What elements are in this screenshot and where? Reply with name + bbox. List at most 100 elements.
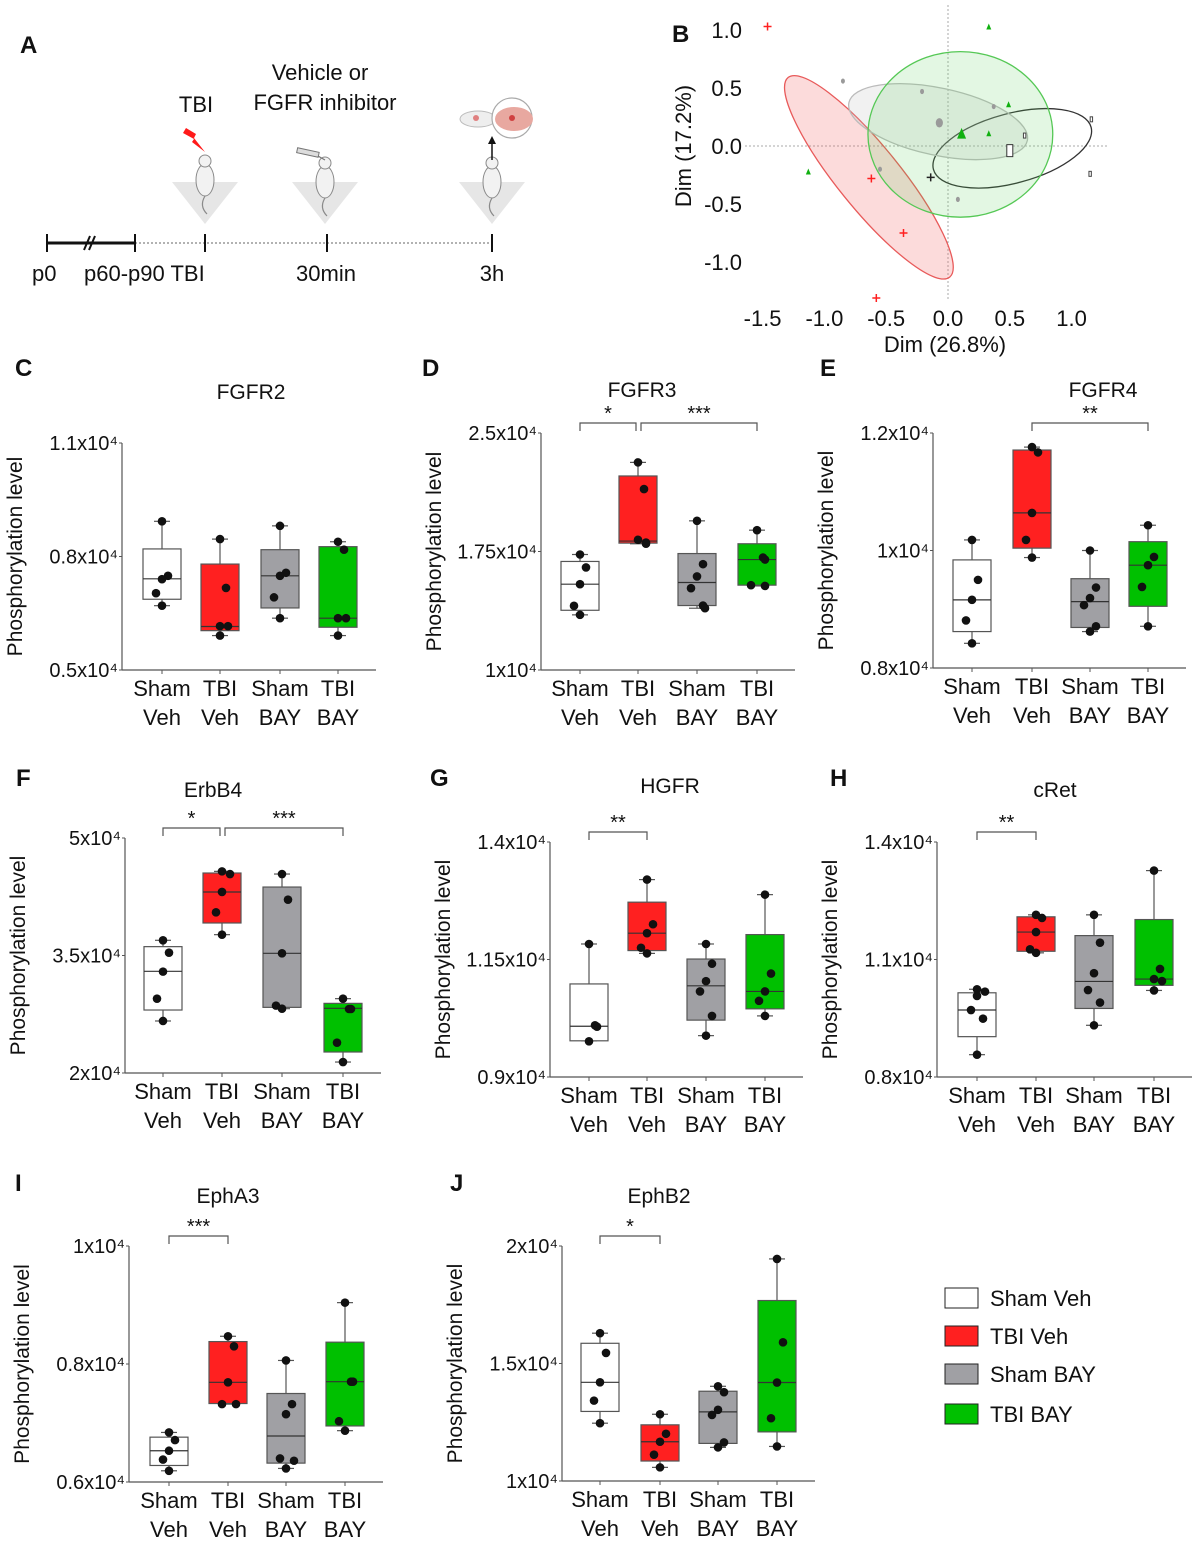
data-point	[217, 930, 227, 939]
significance-label: **	[610, 812, 626, 834]
category-label: BAY	[322, 1108, 365, 1133]
data-point	[719, 1387, 729, 1397]
category-label: TBI	[621, 676, 655, 701]
y-tick-label: 1.4x10⁴	[864, 832, 933, 854]
data-point	[1089, 968, 1099, 978]
data-point	[348, 1377, 358, 1386]
category-label: BAY	[744, 1112, 787, 1137]
category-label: Veh	[203, 1108, 241, 1133]
pca-point	[986, 23, 992, 30]
mouse-icon	[195, 154, 215, 215]
pca-point	[763, 22, 772, 31]
brain-icon	[459, 97, 533, 139]
data-point	[1095, 998, 1105, 1007]
data-point	[1085, 593, 1095, 603]
box-sham-bay	[266, 1392, 306, 1464]
data-point	[157, 601, 167, 610]
y-axis-label: Phosphorylation level	[4, 457, 27, 657]
significance-bracket	[588, 831, 648, 840]
data-point	[217, 887, 227, 897]
y-tick-label: 3.5x10⁴	[52, 946, 121, 968]
data-point	[1143, 560, 1153, 570]
data-point	[701, 939, 711, 949]
data-point	[760, 555, 770, 564]
event-treatment-label-line2: FGFR inhibitor	[253, 90, 396, 115]
category-label: BAY	[756, 1516, 799, 1541]
chart-title: cRet	[1033, 779, 1076, 802]
legend-swatch-tbi-bay	[944, 1403, 979, 1425]
significance-label: ***	[687, 403, 711, 425]
y-tick-label: 0.8x10⁴	[49, 547, 118, 569]
category-label: TBI	[211, 1488, 245, 1513]
panel-letter: E	[820, 355, 836, 382]
data-point	[752, 525, 762, 535]
pca-point	[1006, 101, 1012, 108]
data-point	[1085, 546, 1095, 555]
chart-title: FGFR3	[608, 379, 677, 402]
data-point	[701, 976, 711, 986]
data-point	[231, 1399, 241, 1409]
significance-bracket	[599, 1235, 661, 1244]
pca-point	[867, 174, 876, 183]
y-axis-label: Phosphorylation level	[819, 860, 842, 1060]
category-label: BAY	[317, 705, 360, 730]
data-point	[1021, 535, 1031, 545]
x-tick-label: 0.5	[995, 306, 1026, 331]
category-label: BAY	[324, 1517, 367, 1542]
data-point	[1027, 553, 1037, 562]
y-axis-label: Phosphorylation level	[432, 860, 455, 1060]
box-tbi-bay	[1134, 918, 1174, 986]
data-point	[692, 572, 702, 581]
data-point	[766, 1413, 776, 1423]
panel-letter: C	[15, 355, 32, 382]
data-point	[164, 1466, 174, 1476]
data-point	[1155, 964, 1165, 974]
data-point	[707, 959, 717, 969]
chart-title: HGFR	[640, 775, 700, 798]
category-label: Sham	[133, 676, 190, 701]
y-tick-label: 1.75x10⁴	[457, 542, 537, 564]
significance-bracket	[224, 827, 344, 836]
significance-label: *	[626, 1216, 634, 1238]
category-label: Sham	[677, 1083, 734, 1108]
x-tick-label: -0.5	[867, 306, 905, 331]
data-point	[648, 919, 658, 929]
data-point	[772, 1442, 782, 1451]
pca-point	[1089, 116, 1094, 123]
data-point	[655, 1437, 665, 1447]
category-label: Sham	[1065, 1083, 1122, 1108]
legend-label-tbi-veh: TBI Veh	[990, 1324, 1068, 1349]
category-label: BAY	[1073, 1112, 1116, 1137]
pca-point	[955, 196, 960, 202]
pca-marker	[926, 173, 935, 182]
data-point	[760, 581, 770, 591]
mouse-icon	[315, 156, 335, 217]
y-tick-label: 1x10⁴	[877, 541, 929, 563]
x-tick-label: 0.0	[933, 306, 964, 331]
timeline-label-30min: 30min	[296, 261, 356, 286]
data-point	[642, 928, 652, 938]
y-tick-label: 1x10⁴	[506, 1471, 558, 1493]
data-point	[152, 994, 162, 1003]
category-label: Sham	[689, 1487, 746, 1512]
pca-point	[920, 88, 925, 95]
data-point	[707, 1410, 717, 1420]
data-point	[277, 869, 287, 879]
category-label: BAY	[265, 1517, 308, 1542]
data-point	[719, 1438, 729, 1447]
data-point	[157, 517, 167, 526]
y-tick-label: 1.15x10⁴	[466, 950, 546, 972]
data-point	[164, 1446, 174, 1456]
category-label: BAY	[1069, 703, 1112, 728]
data-point	[340, 1426, 350, 1435]
significance-label: *	[188, 808, 196, 830]
data-point	[1095, 938, 1105, 947]
box-sham-bay	[262, 886, 302, 1008]
category-label: Veh	[209, 1517, 247, 1542]
data-point	[695, 987, 705, 996]
data-point	[639, 484, 649, 494]
data-point	[332, 1038, 342, 1047]
data-point	[275, 571, 285, 581]
category-label: Veh	[581, 1516, 619, 1541]
data-point	[217, 1399, 227, 1409]
